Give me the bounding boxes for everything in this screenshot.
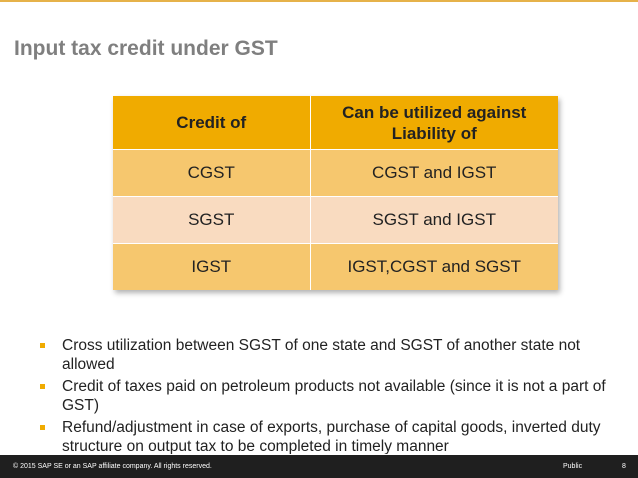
bullet-text: Refund/adjustment in case of exports, pu… xyxy=(62,419,601,454)
page-number: 8 xyxy=(622,463,626,470)
bullet-text: Cross utilization between SGST of one st… xyxy=(62,337,581,373)
slide-title: Input tax credit under GST xyxy=(14,37,278,60)
square-bullet-icon xyxy=(40,384,45,389)
list-item: Refund/adjustment in case of exports, pu… xyxy=(40,418,612,454)
top-accent-rule xyxy=(0,0,638,2)
bullet-text: Credit of taxes paid on petroleum produc… xyxy=(62,378,606,414)
table-header-row: Credit of Can be utilized against Liabil… xyxy=(113,96,558,150)
bullet-list: Cross utilization between SGST of one st… xyxy=(40,336,612,454)
cell-credit: SGST xyxy=(113,196,310,244)
table-row: IGST IGST,CGST and SGST xyxy=(113,243,558,290)
list-item: Cross utilization between SGST of one st… xyxy=(40,336,612,374)
copyright-text: © 2015 SAP SE or an SAP affiliate compan… xyxy=(13,463,212,470)
footer-bar: © 2015 SAP SE or an SAP affiliate compan… xyxy=(0,455,638,478)
cell-credit: IGST xyxy=(113,243,310,290)
header-utilized-against: Can be utilized against Liability of xyxy=(309,96,558,150)
cell-liability: CGST and IGST xyxy=(309,149,558,197)
square-bullet-icon xyxy=(40,343,45,348)
square-bullet-icon xyxy=(40,425,45,430)
classification-label: Public xyxy=(563,463,583,470)
cell-liability: IGST,CGST and SGST xyxy=(309,243,558,290)
header-credit-of: Credit of xyxy=(113,96,310,150)
table-row: CGST CGST and IGST xyxy=(113,149,558,197)
credit-table: Credit of Can be utilized against Liabil… xyxy=(113,96,558,290)
table-row: SGST SGST and IGST xyxy=(113,196,558,244)
cell-liability: SGST and IGST xyxy=(309,196,558,244)
cell-credit: CGST xyxy=(113,149,310,197)
list-item: Credit of taxes paid on petroleum produc… xyxy=(40,377,612,415)
